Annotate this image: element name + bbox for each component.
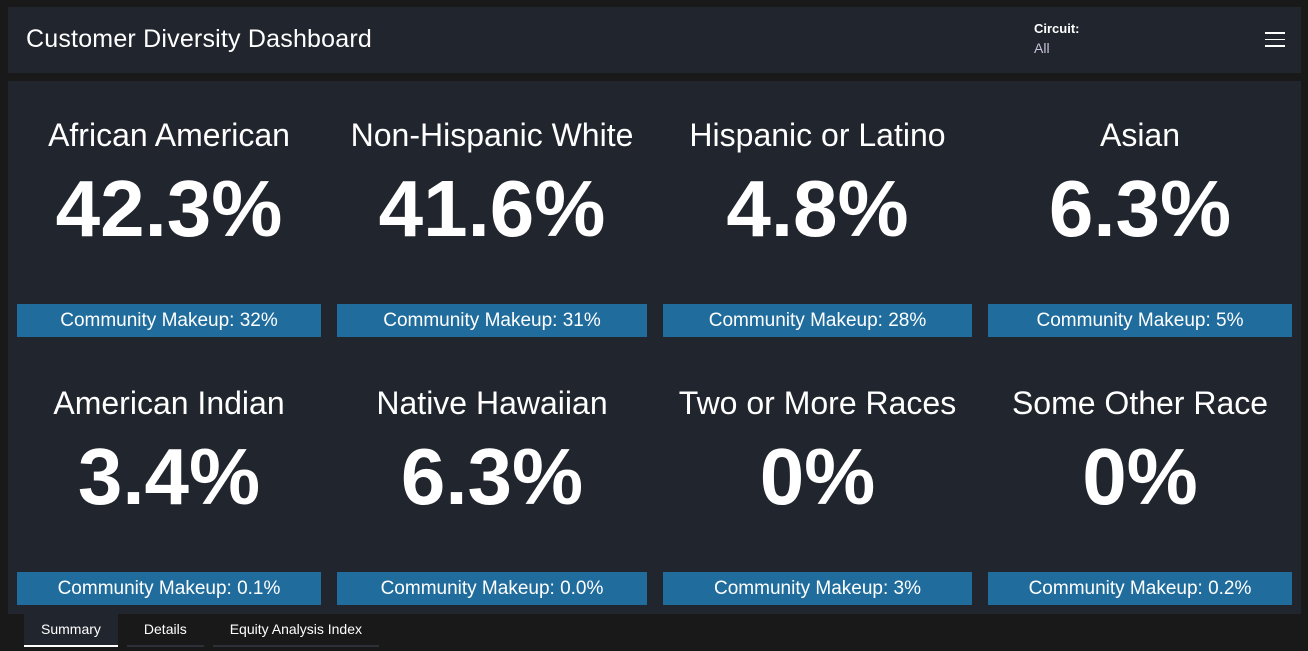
indicator-value: 3.4% — [77, 432, 261, 521]
indicator-card: Non-Hispanic White 41.6% Community Makeu… — [337, 81, 647, 349]
indicator-title: Hispanic or Latino — [689, 117, 946, 153]
indicator-value: 41.6% — [378, 164, 606, 253]
indicator-title: Asian — [1099, 117, 1181, 153]
circuit-label: Circuit: — [1034, 21, 1080, 36]
circuit-selector[interactable]: Circuit: All — [1034, 21, 1080, 56]
tab-bar: Summary Details Equity Analysis Index — [24, 614, 388, 647]
indicator-title: Native Hawaiian — [376, 385, 608, 421]
tab-details[interactable]: Details — [126, 614, 204, 647]
indicator-card: Two or More Races 0% Community Makeup: 3… — [663, 349, 972, 617]
indicator-value: 4.8% — [726, 164, 909, 253]
community-makeup-bar: Community Makeup: 28% — [663, 304, 972, 337]
page-title: Customer Diversity Dashboard — [26, 25, 372, 53]
indicator-value: 0% — [1082, 432, 1198, 521]
tab-equity-analysis-index[interactable]: Equity Analysis Index — [212, 614, 379, 647]
community-makeup-bar: Community Makeup: 32% — [17, 304, 321, 337]
circuit-value[interactable]: All — [1034, 40, 1050, 56]
community-makeup-bar: Community Makeup: 0.1% — [17, 572, 321, 605]
indicator-panel: African American 42.3% Community Makeup:… — [8, 81, 1301, 614]
indicator-card: Asian 6.3% Community Makeup: 5% — [988, 81, 1292, 349]
indicator-card: African American 42.3% Community Makeup:… — [17, 81, 321, 349]
community-makeup-bar: Community Makeup: 31% — [337, 304, 647, 337]
indicator-title: African American — [48, 117, 290, 153]
indicator-title: Non-Hispanic White — [350, 117, 634, 153]
indicator-title: Some Other Race — [1011, 385, 1269, 421]
indicator-card: Some Other Race 0% Community Makeup: 0.2… — [988, 349, 1292, 617]
indicator-card: Native Hawaiian 6.3% Community Makeup: 0… — [337, 349, 647, 617]
indicator-title: American Indian — [53, 385, 285, 421]
indicator-title: Two or More Races — [678, 385, 957, 421]
community-makeup-bar: Community Makeup: 5% — [988, 304, 1292, 337]
indicator-card: Hispanic or Latino 4.8% Community Makeup… — [663, 81, 972, 349]
hamburger-menu-icon[interactable] — [1265, 32, 1285, 50]
indicator-value: 42.3% — [55, 164, 283, 253]
header: Customer Diversity Dashboard Circuit: Al… — [8, 7, 1301, 73]
indicator-value: 6.3% — [1048, 164, 1232, 253]
indicator-card: American Indian 3.4% Community Makeup: 0… — [17, 349, 321, 617]
indicator-value: 0% — [759, 432, 876, 521]
community-makeup-bar: Community Makeup: 0.2% — [988, 572, 1292, 605]
community-makeup-bar: Community Makeup: 0.0% — [337, 572, 647, 605]
tab-summary[interactable]: Summary — [24, 614, 118, 647]
community-makeup-bar: Community Makeup: 3% — [663, 572, 972, 605]
indicator-value: 6.3% — [400, 432, 584, 521]
